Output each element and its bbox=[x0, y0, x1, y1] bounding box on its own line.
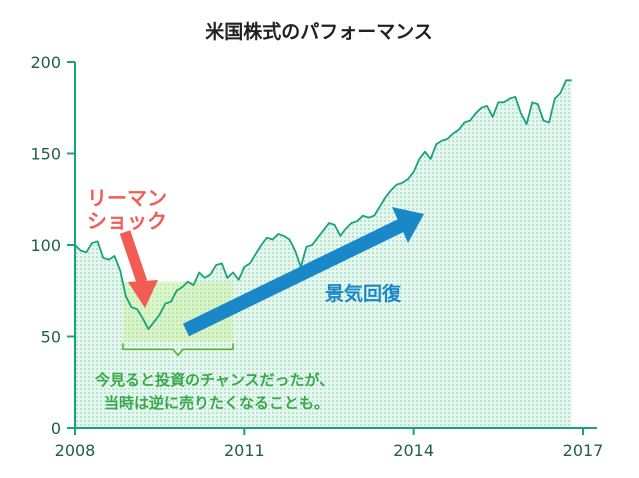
x-tick-label: 2011 bbox=[224, 441, 265, 460]
y-tick-label: 0 bbox=[51, 419, 61, 438]
recovery-label: 景気回復 bbox=[325, 282, 402, 305]
y-ticks: 0 50 100 150 200 bbox=[30, 53, 75, 438]
note-line2: 当時は逆に売りたくなることも。 bbox=[104, 394, 329, 412]
lehman-label-line2: ショック bbox=[87, 209, 167, 233]
x-ticks: 2008 2011 2014 2017 bbox=[55, 428, 604, 460]
y-tick-label: 100 bbox=[30, 236, 61, 255]
lehman-arrow bbox=[119, 230, 158, 308]
x-tick-label: 2017 bbox=[563, 441, 604, 460]
y-tick-label: 200 bbox=[30, 53, 61, 72]
x-tick-label: 2008 bbox=[55, 441, 96, 460]
recovery-arrow bbox=[182, 207, 424, 337]
y-tick-label: 150 bbox=[30, 145, 61, 164]
x-tick-label: 2014 bbox=[393, 441, 434, 460]
series-line bbox=[74, 79, 572, 331]
low-zone-bracket bbox=[122, 343, 234, 357]
y-tick-label: 50 bbox=[41, 328, 61, 347]
note-line1: 今見ると投資のチャンスだったが、 bbox=[94, 371, 334, 389]
lehman-label-line1: リーマン bbox=[87, 186, 167, 210]
chart-title: 米国株式のパフォーマンス bbox=[205, 20, 433, 43]
